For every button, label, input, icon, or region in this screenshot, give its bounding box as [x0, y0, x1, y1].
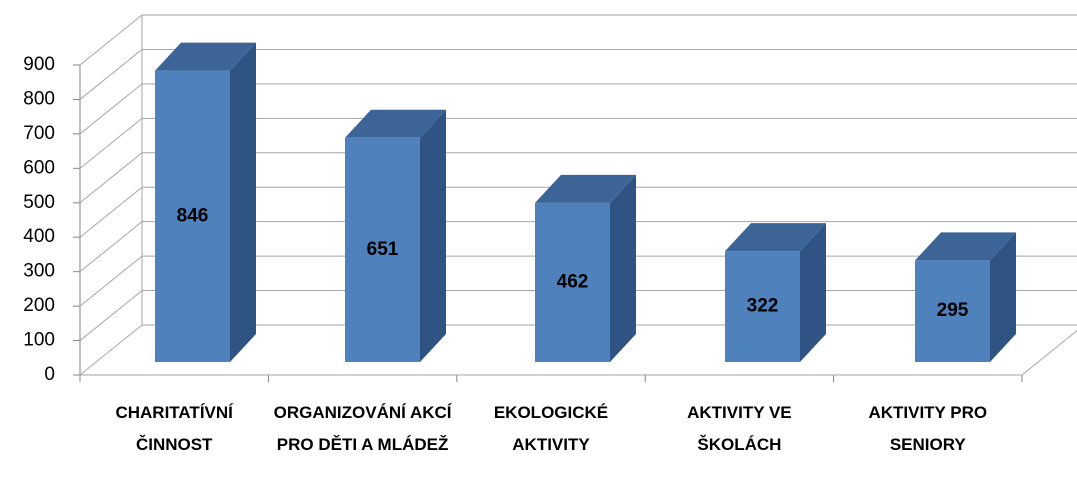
bar-top: [155, 42, 256, 71]
y-tick-label: 700: [23, 123, 55, 144]
grid-line: [79, 117, 143, 169]
bar-side: [990, 232, 1016, 362]
grid-line: [79, 221, 143, 273]
x-tick-label: CHARITATÍVNÍ ČINNOST: [115, 403, 233, 454]
floor-right: [1021, 330, 1077, 376]
grid-line: [79, 255, 143, 307]
y-tick-label: 100: [23, 330, 55, 351]
y-tick-label: 300: [23, 261, 55, 282]
y-tick-label: 400: [23, 226, 55, 247]
grid-line: [79, 152, 143, 204]
bar: [535, 202, 610, 362]
grid-line: [79, 49, 143, 100]
y-tick-label: 600: [23, 157, 55, 178]
x-tick-label: ORGANIZOVÁNÍ AKCÍ PRO DĚTI A MLÁDEŽ: [273, 403, 452, 454]
grid-line: [79, 83, 143, 135]
data-label: 651: [367, 239, 399, 260]
y-tick-label: 500: [23, 192, 55, 213]
y-tick-label: 800: [23, 88, 55, 109]
bar-top: [535, 174, 636, 203]
y-tick-label: 900: [23, 54, 55, 75]
grid-line: [79, 324, 143, 376]
x-tick-label: AKTIVITY VE ŠKOLÁCH: [687, 403, 792, 454]
y-tick-label: 0: [44, 364, 55, 385]
bar-top: [915, 232, 1016, 261]
grid-line: [79, 14, 143, 66]
grid-line: [79, 290, 143, 341]
data-label: 322: [747, 296, 779, 317]
bar: [345, 137, 420, 362]
bar: [915, 260, 990, 362]
bar-top: [345, 109, 446, 138]
grid-line: [79, 186, 143, 238]
x-tick-label: EKOLOGICKÉ AKTIVITY: [493, 403, 609, 454]
y-tick-label: 200: [23, 295, 55, 316]
data-label: 846: [177, 205, 209, 226]
bar-side: [230, 42, 256, 362]
data-label: 462: [557, 271, 589, 292]
bar-side: [420, 109, 446, 363]
bar: [155, 70, 230, 362]
bar: [725, 251, 800, 362]
bar-side: [610, 174, 636, 362]
bar-side: [800, 223, 826, 362]
data-label: 295: [937, 300, 969, 321]
bar-top: [725, 223, 826, 252]
x-tick-label: AKTIVITY PRO SENIORY: [868, 403, 988, 454]
